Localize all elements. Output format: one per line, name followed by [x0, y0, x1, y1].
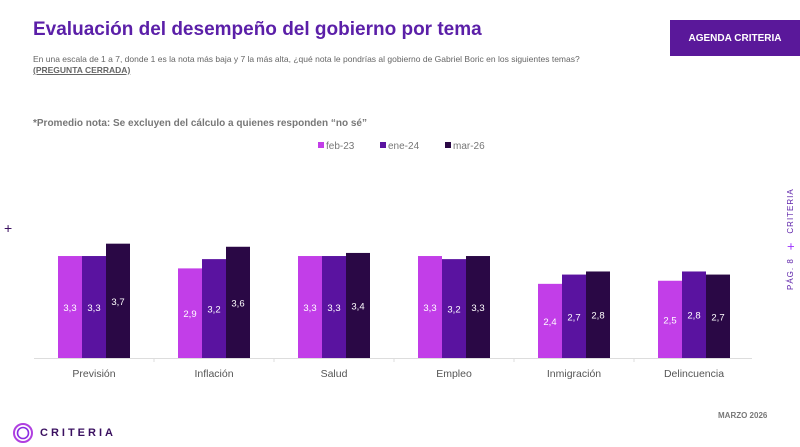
- bar: [82, 256, 106, 358]
- data-label: 3,7: [111, 297, 124, 308]
- chart-note: *Promedio nota: Se excluyen del cálculo …: [33, 118, 367, 129]
- category-label: Inflación: [194, 368, 233, 380]
- bar: [682, 271, 706, 358]
- legend-swatch: [380, 142, 386, 148]
- data-label: 3,2: [447, 305, 460, 316]
- bar: [706, 274, 730, 358]
- report-date: MARZO 2026: [718, 411, 768, 420]
- legend-label: mar-26: [453, 141, 485, 152]
- category-label: Empleo: [436, 368, 472, 380]
- legend-swatch: [445, 142, 451, 148]
- bar: [58, 256, 82, 358]
- bar: [298, 256, 322, 358]
- data-label: 2,4: [543, 317, 556, 328]
- agenda-criteria-button[interactable]: AGENDA CRITERIA: [670, 20, 800, 56]
- category-label: Delincuencia: [664, 368, 724, 380]
- plus-icon: +: [4, 220, 13, 236]
- data-label: 3,3: [327, 303, 340, 314]
- bar: [586, 271, 610, 358]
- data-label: 2,7: [711, 312, 724, 323]
- page-title: Evaluación del desempeño del gobierno po…: [33, 19, 482, 40]
- data-label: 2,5: [663, 315, 676, 326]
- data-label: 3,3: [87, 303, 100, 314]
- bar: [322, 256, 346, 358]
- data-label: 3,3: [423, 303, 436, 314]
- data-label: 3,3: [63, 303, 76, 314]
- legend-swatch: [318, 142, 324, 148]
- legend-label: feb-23: [326, 141, 355, 152]
- data-label: 2,9: [183, 309, 196, 320]
- bar: [346, 252, 370, 358]
- category-label: Salud: [321, 368, 348, 380]
- bar: [178, 268, 202, 358]
- bar: [562, 274, 586, 358]
- bar: [226, 246, 250, 358]
- bar: [538, 283, 562, 358]
- category-label: Inmigración: [547, 368, 601, 380]
- data-label: 3,6: [231, 298, 244, 309]
- category-label: Previsión: [72, 368, 115, 380]
- data-label: 2,8: [591, 311, 604, 322]
- data-label: 3,3: [303, 303, 316, 314]
- question-text: En una escala de 1 a 7, donde 1 es la no…: [33, 54, 580, 75]
- bar: [418, 256, 442, 358]
- logo-rings-icon: [13, 423, 33, 443]
- bar: [442, 259, 466, 358]
- data-label: 3,4: [351, 301, 364, 312]
- question-tag: (PREGUNTA CERRADA): [33, 65, 131, 75]
- data-label: 3,3: [471, 303, 484, 314]
- bar: [202, 259, 226, 358]
- data-label: 3,2: [207, 305, 220, 316]
- bar: [658, 280, 682, 358]
- criteria-logo: CRITERIA: [12, 422, 116, 444]
- bar: [106, 243, 130, 358]
- data-label: 2,7: [567, 312, 580, 323]
- bar: [466, 256, 490, 358]
- data-label: 2,8: [687, 311, 700, 322]
- legend-label: ene-24: [388, 141, 420, 152]
